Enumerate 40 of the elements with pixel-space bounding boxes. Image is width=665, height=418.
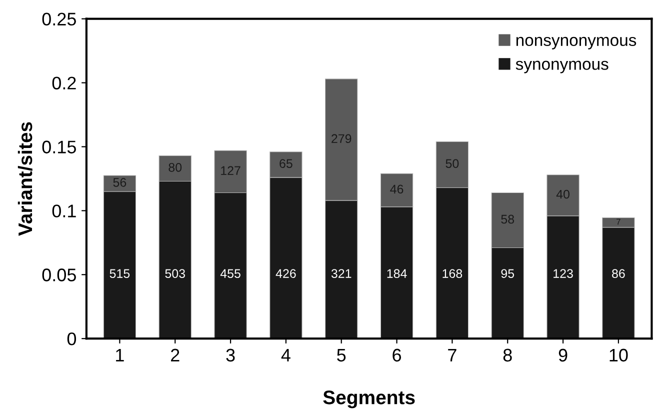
- x-tick-label: 9: [558, 348, 568, 362]
- legend-label: synonymous: [516, 60, 608, 74]
- annotation: 7: [616, 218, 620, 225]
- annotation: 426: [276, 269, 296, 278]
- annotation: 168: [442, 269, 462, 278]
- x-tick-label: 4: [281, 348, 290, 362]
- legend-label: nonsynonymous: [516, 36, 636, 50]
- annotation: 86: [612, 269, 625, 278]
- annotation: 80: [168, 162, 182, 172]
- annotation: 455: [220, 269, 240, 278]
- annotation: 56: [113, 178, 126, 187]
- y-tick-label: 0.25: [42, 12, 76, 26]
- annotation: 515: [110, 269, 130, 278]
- x-axis-title: Segments: [323, 390, 415, 408]
- y-tick-label: 0.05: [42, 268, 76, 282]
- annotation: 46: [390, 184, 404, 194]
- x-tick-label: 5: [337, 348, 346, 362]
- annotation: 279: [332, 134, 352, 144]
- annotation: 50: [446, 159, 459, 168]
- annotation: 123: [554, 269, 573, 278]
- annotation: 321: [331, 269, 352, 278]
- x-tick-label: 6: [392, 348, 402, 362]
- y-tick-label: 0: [67, 332, 76, 346]
- x-tick-label: 2: [171, 348, 180, 362]
- x-tick-label: 1: [116, 348, 124, 362]
- annotation: 95: [501, 269, 514, 278]
- annotation: 40: [556, 190, 570, 199]
- y-tick-label: 0.15: [42, 140, 76, 154]
- x-tick-label: 8: [503, 348, 512, 362]
- y-axis-title: Variant/sites: [18, 122, 32, 236]
- annotation: 58: [501, 214, 514, 224]
- annotation: 127: [221, 166, 240, 175]
- x-tick-label: 3: [226, 348, 235, 362]
- annotation: 65: [280, 159, 292, 168]
- y-tick-label: 0.2: [52, 76, 76, 90]
- annotation: 503: [165, 269, 185, 278]
- x-tick-label: 7: [448, 348, 456, 362]
- annotation: 184: [387, 269, 407, 278]
- y-tick-label: 0.1: [52, 204, 76, 218]
- x-tick-label: 10: [610, 348, 628, 362]
